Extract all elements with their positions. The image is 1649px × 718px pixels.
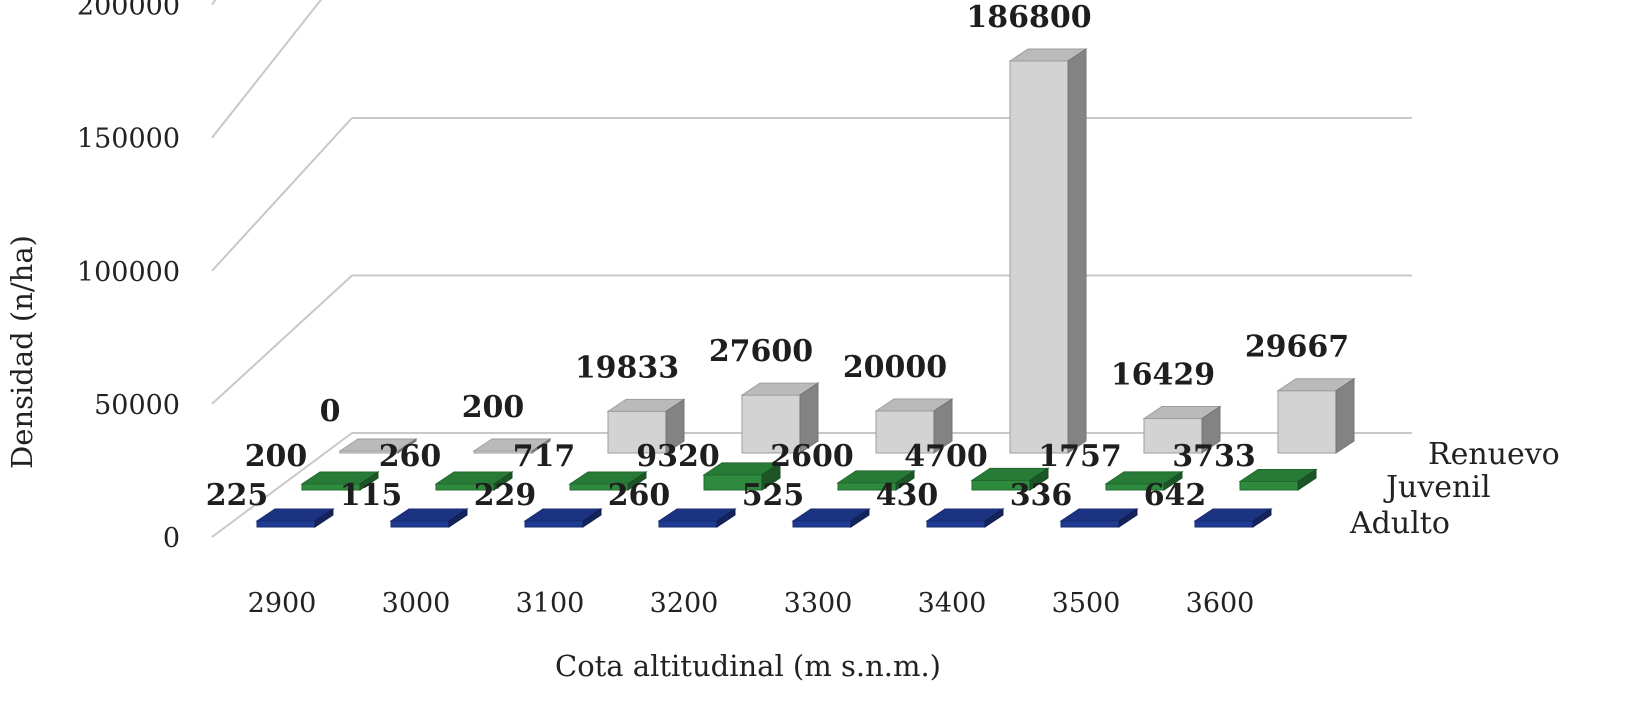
bar (836, 469, 916, 491)
gridline-side (211, 117, 353, 272)
bar (970, 467, 1050, 491)
x-tick-label: 3000 (382, 588, 451, 619)
bar (523, 508, 603, 528)
y-tick-label: 200000 (77, 0, 180, 22)
gridline-side (211, 0, 323, 139)
data-label: 200 (245, 439, 308, 474)
x-axis-title: Cota altitudinal (m s.n.m.) (555, 649, 941, 683)
bar (1142, 405, 1222, 454)
data-label: 27600 (709, 334, 813, 369)
bar (255, 508, 335, 528)
y-tick-label: 100000 (77, 257, 180, 288)
data-label: 3733 (1172, 439, 1256, 474)
bar (472, 438, 552, 454)
series-label: Juvenil (1383, 470, 1491, 505)
bar (791, 508, 871, 528)
data-label: 260 (379, 439, 442, 474)
gridlines (211, 0, 1412, 538)
data-label: 225 (206, 478, 269, 513)
y-axis-title: Densidad (n/ha) (5, 235, 39, 469)
data-label: 2600 (770, 439, 854, 474)
x-tick-label: 2900 (248, 588, 317, 619)
x-tick-label: 3300 (784, 588, 853, 619)
bar (1276, 377, 1356, 454)
x-tick-label: 3200 (650, 588, 719, 619)
x-tick-label: 3600 (1186, 588, 1255, 619)
data-label: 19833 (575, 350, 679, 385)
data-label: 20000 (843, 350, 947, 385)
data-label: 9320 (636, 439, 720, 474)
data-label: 430 (876, 478, 939, 513)
data-label: 0 (320, 394, 341, 429)
data-label: 717 (513, 439, 576, 474)
data-label: 229 (474, 478, 537, 513)
bar (1008, 48, 1088, 454)
bar (568, 471, 648, 491)
data-label: 200 (462, 390, 525, 425)
y-tick-labels: 0 50000 100000 150000 200000 (77, 0, 180, 554)
y-tick-label: 50000 (94, 390, 180, 421)
data-label: 336 (1010, 478, 1073, 513)
gridline-side (211, 432, 353, 538)
y-tick-label: 0 (163, 523, 180, 554)
series-label: Renuevo (1428, 437, 1560, 472)
series-label: Adulto (1349, 506, 1450, 541)
bar (606, 398, 686, 454)
data-label: 16429 (1111, 358, 1215, 393)
data-label: 642 (1144, 478, 1207, 513)
y-tick-label: 150000 (77, 124, 180, 155)
data-label: 525 (742, 478, 805, 513)
x-tick-label: 3100 (516, 588, 585, 619)
bar (1238, 468, 1318, 491)
data-label: 186800 (966, 0, 1091, 35)
bar (300, 471, 380, 491)
gridline-side (211, 274, 353, 405)
bar (657, 508, 737, 528)
bar (740, 382, 820, 454)
bar (338, 438, 418, 454)
bar (434, 471, 514, 491)
x-tick-label: 3500 (1052, 588, 1121, 619)
gridline-side (211, 0, 217, 6)
bar (874, 398, 954, 454)
data-label: 115 (340, 478, 403, 513)
bar (1193, 508, 1273, 528)
bar (925, 508, 1005, 528)
data-label: 4700 (904, 439, 988, 474)
bar (1059, 508, 1139, 528)
x-tick-labels: 2900 3000 3100 3200 3300 3400 3500 3600 (248, 588, 1255, 619)
bar (702, 461, 782, 491)
bar (389, 508, 469, 528)
bars (255, 48, 1356, 528)
data-labels: 0 200 19833 27600 20000 186800 16429 29667 200 26… (206, 0, 1350, 513)
data-label: 260 (608, 478, 671, 513)
data-label: 1757 (1038, 439, 1122, 474)
bar (1104, 470, 1184, 491)
data-label: 29667 (1245, 330, 1349, 365)
x-tick-label: 3400 (918, 588, 987, 619)
